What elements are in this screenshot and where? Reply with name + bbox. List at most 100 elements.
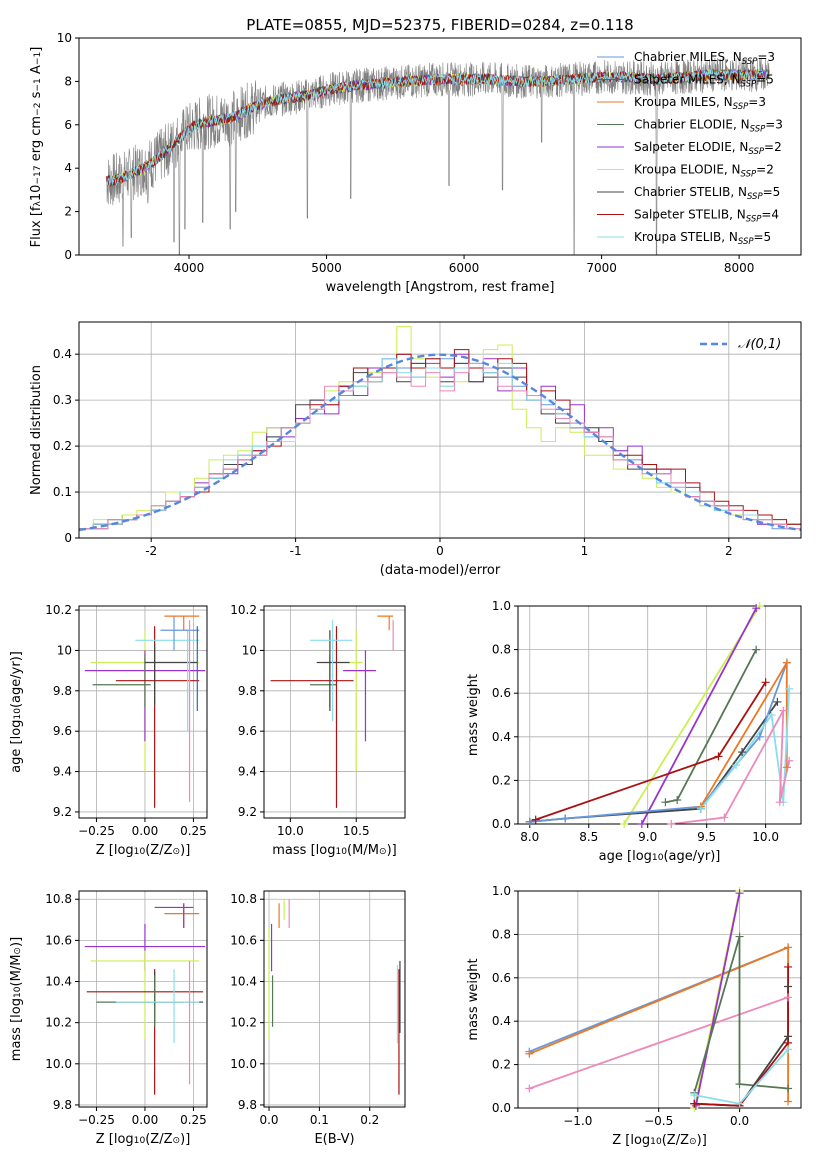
tick-label-y: 10.2 xyxy=(45,1016,72,1030)
tick-label-y: 8 xyxy=(64,74,72,88)
weight-marker xyxy=(782,763,791,772)
weight-marker xyxy=(714,752,723,761)
panel-spectrum: 4000 5000 6000 7000 8000 0 2 4 6 8 10 wavelength [A… xyxy=(29,31,802,295)
weight-series-4 xyxy=(695,893,741,1106)
legend-label: Chabrier ELODIE, NSSP=3 xyxy=(634,118,783,135)
weight-marker xyxy=(784,1097,793,1106)
legend-label: 𝒩(0,1) xyxy=(738,337,781,352)
weight-marker xyxy=(785,684,794,693)
weight-marker xyxy=(667,820,676,828)
x-axis-label: age [log10(age/yr)] xyxy=(599,849,721,864)
weight-marker xyxy=(784,1045,793,1054)
tick-label-x: -2 xyxy=(145,544,157,558)
weight-marker xyxy=(761,678,770,687)
tick-label-y: 0.8 xyxy=(492,643,511,657)
axes-frame xyxy=(78,890,208,1108)
tick-label-x: 10.5 xyxy=(343,824,370,838)
tick-label-y: 0.0 xyxy=(492,817,511,831)
plot-area xyxy=(79,326,801,538)
tick-label-x: 0.00 xyxy=(132,1113,159,1127)
x-axis-label: Z [log10(Z/Z⊙)] xyxy=(612,1133,707,1148)
tick-label-x: 0.1 xyxy=(310,1113,329,1127)
weight-marker xyxy=(735,889,744,898)
tick-label-y: 9.4 xyxy=(238,765,257,779)
weight-marker xyxy=(773,697,782,706)
tick-label-y: 10 xyxy=(57,31,72,45)
tick-label-y: 10.0 xyxy=(230,1057,257,1071)
panel-weight_vs_Z: −1.0 −0.5 0.0 0.0 0.2 0.4 0.6 0.8 1.0 Z [log10(Z/… xyxy=(466,884,802,1148)
tick-label-x: −0.25 xyxy=(78,824,115,838)
tick-label-y: 0.6 xyxy=(492,686,511,700)
weight-marker xyxy=(620,820,629,828)
tick-label-y: 9.8 xyxy=(53,684,72,698)
weight-marker xyxy=(784,993,793,1002)
tick-label-y: 10.2 xyxy=(230,603,257,617)
tick-label-x: 0.25 xyxy=(180,1113,207,1127)
x-axis-label: wavelength [Angstrom, rest frame] xyxy=(326,280,555,295)
axes-frame xyxy=(78,605,208,819)
tick-label-y: 10 xyxy=(57,643,72,657)
normal-curve xyxy=(79,353,801,532)
tick-label-x: 0.0 xyxy=(259,1113,278,1127)
y-axis-label: Flux [fλ10−17 erg cm−2 s−1 A−1] xyxy=(29,47,44,248)
axes-frame xyxy=(517,890,802,1109)
x-axis-label: mass [log10(M/M⊙)] xyxy=(272,843,396,858)
x-axis-label: (data-model)/error xyxy=(380,563,501,578)
tick-label-x: 8000 xyxy=(724,261,755,275)
tick-label-y: 9.6 xyxy=(53,724,72,738)
x-axis-label: Z [log10(Z/Z⊙)] xyxy=(96,1132,191,1147)
tick-label-x: −1.0 xyxy=(563,1114,592,1128)
figure-title: PLATE=0855, MJD=52375, FIBERID=0284, z=0… xyxy=(246,16,633,34)
weight-marker xyxy=(525,1084,534,1093)
plot-area xyxy=(268,899,401,1095)
tick-label-y: 0 xyxy=(64,248,72,262)
panel-weight_vs_age: 8.0 8.5 9.0 9.5 10.0 0.0 0.2 0.4 0.6 0.8 1.0 age [l… xyxy=(466,599,802,864)
panel-mass_vs_EBV: 0.0 0.1 0.2 9.8 10.0 10.2 10.4 10.6 10.8 E(B-V) xyxy=(230,890,406,1147)
axes-frame xyxy=(78,37,802,256)
tick-label-y: 9.8 xyxy=(238,684,257,698)
weight-marker xyxy=(637,820,646,828)
tick-label-y: 0.4 xyxy=(492,730,511,744)
tick-label-y: 0.1 xyxy=(53,485,72,499)
tick-label-y: 9.8 xyxy=(238,1098,257,1112)
weight-marker xyxy=(782,658,791,667)
tick-label-y: 1.0 xyxy=(492,599,511,613)
tick-label-y: 6 xyxy=(64,118,72,132)
tick-label-y: 10.4 xyxy=(45,975,72,989)
weight-marker xyxy=(784,982,793,991)
tick-label-x: 10.0 xyxy=(752,830,779,844)
plot-area xyxy=(84,903,206,1095)
axes-frame xyxy=(517,605,802,825)
weight-marker xyxy=(661,798,670,807)
weight-marker xyxy=(775,798,784,807)
y-axis-label: mass weight xyxy=(466,674,481,756)
y-axis-label: mass weight xyxy=(466,958,481,1040)
tick-label-y: 0.2 xyxy=(53,439,72,453)
panel-mass_vs_Z: −0.25 0.00 0.25 9.8 10.0 10.2 10.4 10.6 10.8 Z [l… xyxy=(9,890,208,1147)
tick-label-x: -1 xyxy=(290,544,302,558)
weight-series-7 xyxy=(694,967,789,1107)
plot-area xyxy=(84,615,206,808)
panel-age_vs_mass: 10.0 10.5 9.2 9.4 9.6 9.8 10 10.2 mass [log10(M/… xyxy=(230,603,406,858)
tick-label-y: 10.8 xyxy=(230,892,257,906)
legend-label: Kroupa ELODIE, NSSP=2 xyxy=(634,163,774,180)
tick-label-x: −0.25 xyxy=(78,1113,115,1127)
weight-series-1 xyxy=(641,607,757,824)
weight-marker xyxy=(690,1090,699,1099)
x-axis-label: Z [log10(Z/Z⊙)] xyxy=(96,843,191,858)
weight-marker xyxy=(755,732,764,741)
tick-label-x: 10.0 xyxy=(277,824,304,838)
weight-marker xyxy=(752,645,761,654)
tick-label-x: 0 xyxy=(436,544,444,558)
legend-label: Salpeter ELODIE, NSSP=2 xyxy=(634,140,782,157)
tick-label-y: 0.2 xyxy=(492,773,511,787)
weight-marker xyxy=(784,943,793,952)
y-axis-label: Normed distribution xyxy=(29,365,44,495)
tick-label-y: 10 xyxy=(242,643,257,657)
weight-marker xyxy=(720,813,729,822)
weight-marker xyxy=(525,1049,534,1058)
weight-series-2 xyxy=(529,996,789,1090)
